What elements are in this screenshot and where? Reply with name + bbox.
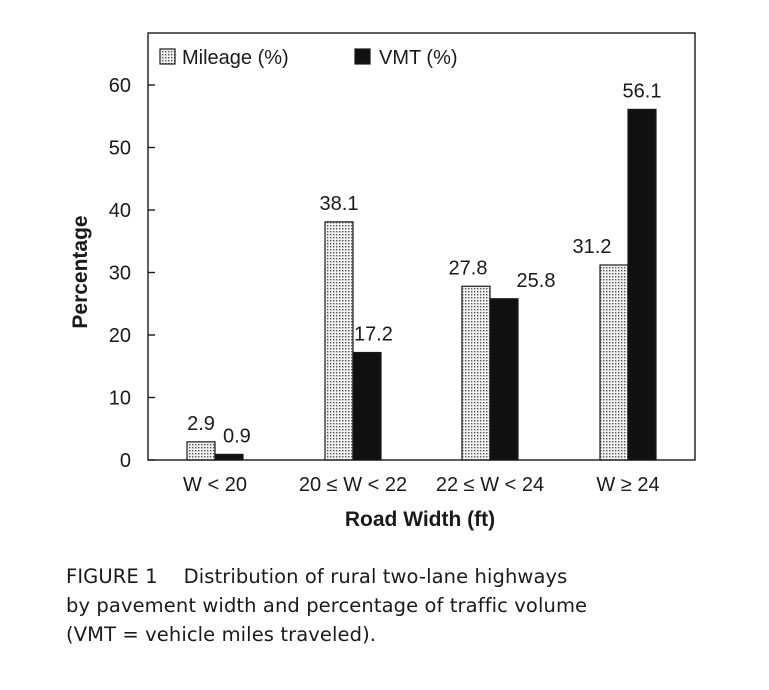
- data-label-vmt: 17.2: [354, 324, 393, 346]
- legend-label: Mileage (%): [182, 47, 289, 69]
- y-tick-label: 20: [109, 325, 131, 347]
- figure-caption: FIGURE 1 Distribution of rural two-lane h…: [66, 562, 746, 649]
- caption-line-1: FIGURE 1 Distribution of rural two-lane h…: [66, 562, 746, 591]
- x-tick-label: W < 20: [183, 474, 247, 496]
- caption-label: FIGURE 1: [66, 565, 158, 588]
- bar-vmt: [352, 351, 382, 461]
- bar-mileage: [461, 285, 491, 461]
- bar-chart: 0 10 20 30 40 50 60 W < 20 20 ≤ W < 22 22 ≤ W < …: [69, 32, 696, 531]
- data-label-vmt: 25.8: [517, 270, 556, 292]
- bar-mileage: [324, 221, 354, 461]
- data-label-mileage: 27.8: [449, 257, 488, 279]
- y-tick-label: 30: [109, 263, 131, 285]
- bar-vmt: [214, 453, 244, 461]
- caption-line-2: by pavement width and percentage of traf…: [66, 594, 588, 617]
- legend-label: VMT (%): [379, 47, 458, 69]
- legend-swatch: [354, 48, 371, 65]
- bar-mileage: [599, 264, 629, 461]
- data-label-vmt: 56.1: [623, 80, 662, 102]
- y-axis-title: Percentage: [69, 215, 92, 328]
- x-axis: W < 20 20 ≤ W < 22 22 ≤ W < 24 W ≥ 24: [183, 474, 660, 496]
- x-tick-label: 20 ≤ W < 22: [299, 474, 407, 496]
- value-labels: 2.9 38.1 27.8 31.2 0.9 17.2 25.8 56.1: [187, 80, 661, 447]
- bar-vmt: [489, 298, 519, 461]
- data-label-mileage: 2.9: [187, 413, 215, 435]
- data-label-vmt: 0.9: [223, 425, 251, 447]
- caption-text-1: Distribution of rural two-lane highways: [183, 565, 568, 588]
- plot-frame: [147, 32, 696, 461]
- legend: Mileage (%) VMT (%): [159, 47, 458, 69]
- y-tick-label: 10: [109, 388, 131, 410]
- y-tick-label: 40: [109, 200, 131, 222]
- bar-vmt: [627, 108, 657, 461]
- y-tick-label: 60: [109, 75, 131, 97]
- x-axis-title: Road Width (ft): [345, 508, 495, 531]
- x-tick-label: W ≥ 24: [596, 474, 659, 496]
- legend-swatch: [159, 48, 176, 65]
- y-tick-label: 50: [109, 138, 131, 160]
- data-label-mileage: 31.2: [573, 236, 612, 258]
- bar-mileage: [186, 441, 216, 461]
- x-tick-label: 22 ≤ W < 24: [436, 474, 544, 496]
- bars: [186, 108, 657, 461]
- y-axis: 0 10 20 30 40 50 60: [109, 75, 155, 472]
- caption-line-3: (VMT = vehicle miles traveled).: [66, 623, 377, 646]
- data-label-mileage: 38.1: [320, 193, 359, 215]
- y-tick-label: 0: [120, 450, 131, 472]
